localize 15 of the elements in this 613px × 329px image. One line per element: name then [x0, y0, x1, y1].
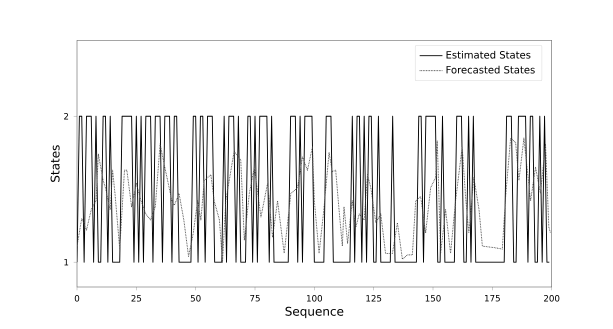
x-tick-label: 150 [426, 295, 441, 302]
x-tick-label: 100 [307, 295, 322, 302]
y-tick-label: 2 [64, 113, 68, 120]
legend-label: Forecasted States [446, 66, 535, 74]
x-tick-label: 200 [544, 295, 560, 302]
x-axis-title: Sequence [286, 306, 344, 318]
y-axis-title: States [50, 145, 60, 182]
x-tick-label: 0 [74, 295, 80, 302]
x-tick-label: 50 [190, 295, 201, 302]
x-tick-label: 75 [250, 295, 260, 302]
x-tick-label: 125 [366, 295, 382, 302]
x-tick-label: 175 [485, 295, 500, 302]
y-tick-label: 1 [64, 259, 68, 266]
legend-label: Estimated States [446, 50, 530, 59]
x-tick-label: 25 [131, 295, 142, 302]
